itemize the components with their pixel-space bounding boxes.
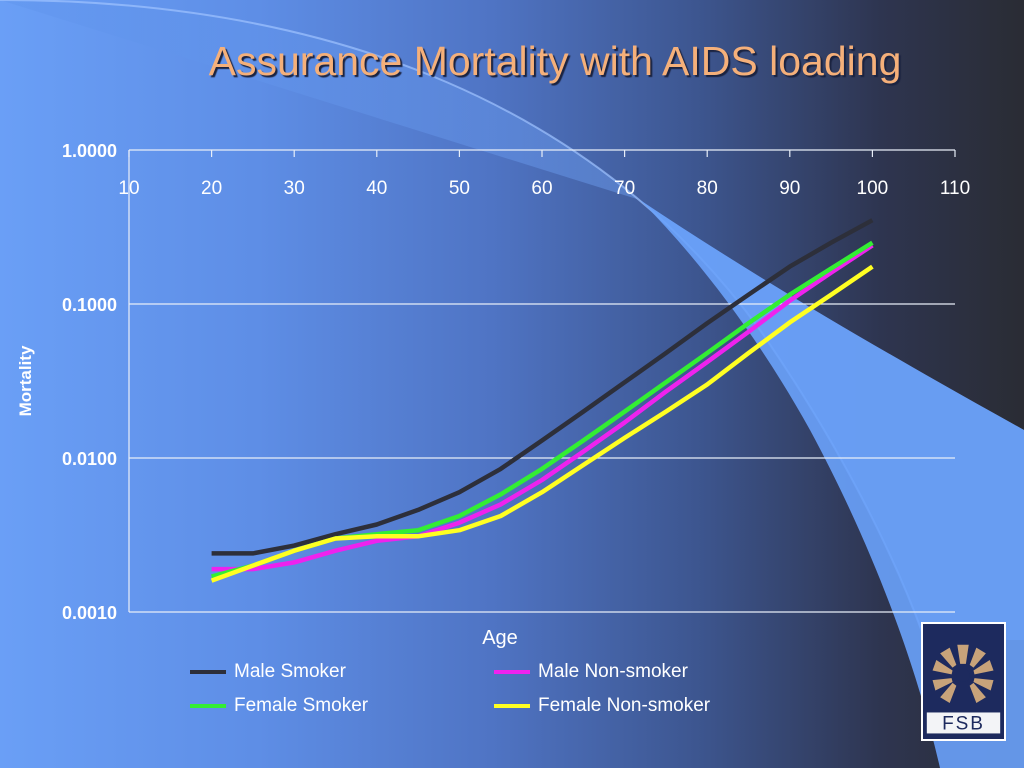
y-tick-label: 0.0100 <box>62 449 117 469</box>
x-tick-label: 70 <box>614 178 635 199</box>
legend-swatch-male-non-smoker <box>494 670 530 674</box>
x-tick-label: 60 <box>531 178 552 199</box>
x-tick-label: 50 <box>449 178 470 199</box>
legend-item-male-smoker: Male Smoker <box>190 660 346 684</box>
series-line-male-smoker <box>211 218 874 556</box>
x-tick-label: 20 <box>201 178 222 199</box>
y-axis-title: Mortality <box>16 345 35 416</box>
fsb-logo-text: FSB <box>942 714 985 735</box>
x-tick-label: 90 <box>779 178 800 199</box>
grid-lines <box>129 149 955 613</box>
y-tick-label: 0.1000 <box>62 295 117 315</box>
x-tick-label: 100 <box>857 178 889 199</box>
x-tick-label: 40 <box>366 178 387 199</box>
y-tick-label: 1.0000 <box>62 141 117 161</box>
series-line-female-smoker <box>211 240 874 579</box>
x-tick-label: 30 <box>284 178 305 199</box>
legend-swatch-female-non-smoker <box>494 704 530 708</box>
legend-label-male-non-smoker: Male Non-smoker <box>538 661 688 682</box>
legend-label-female-non-smoker: Female Non-smoker <box>538 695 711 716</box>
legend-label-female-smoker: Female Smoker <box>234 695 369 716</box>
x-tick-label: 80 <box>697 178 718 199</box>
chart-axes: 1.0000 0.1000 0.0100 0.0010 10 20 30 40 50 60 70 80… <box>62 141 970 623</box>
legend-item-male-non-smoker: Male Non-smoker <box>494 660 688 684</box>
slide-title: Assurance Mortality with AIDS loading <box>208 38 902 84</box>
fsb-logo: FSB <box>921 622 1006 741</box>
legend-swatch-female-smoker <box>190 704 226 708</box>
legend-label-male-smoker: Male Smoker <box>234 661 346 682</box>
legend-item-female-smoker: Female Smoker <box>190 694 368 718</box>
fsb-logo-graphic: FSB <box>926 644 1001 735</box>
y-tick-label: 0.0010 <box>62 603 117 623</box>
series-line-male-non-smoker <box>211 243 874 572</box>
series-lines <box>210 218 874 583</box>
x-tick-label: 10 <box>118 178 139 199</box>
x-axis-title: Age <box>482 627 518 649</box>
legend-item-female-non-smoker: Female Non-smoker <box>494 694 710 718</box>
legend-swatch-male-smoker <box>190 670 226 674</box>
series-line-female-non-smoker <box>210 264 874 583</box>
x-tick-label: 110 <box>940 178 970 199</box>
